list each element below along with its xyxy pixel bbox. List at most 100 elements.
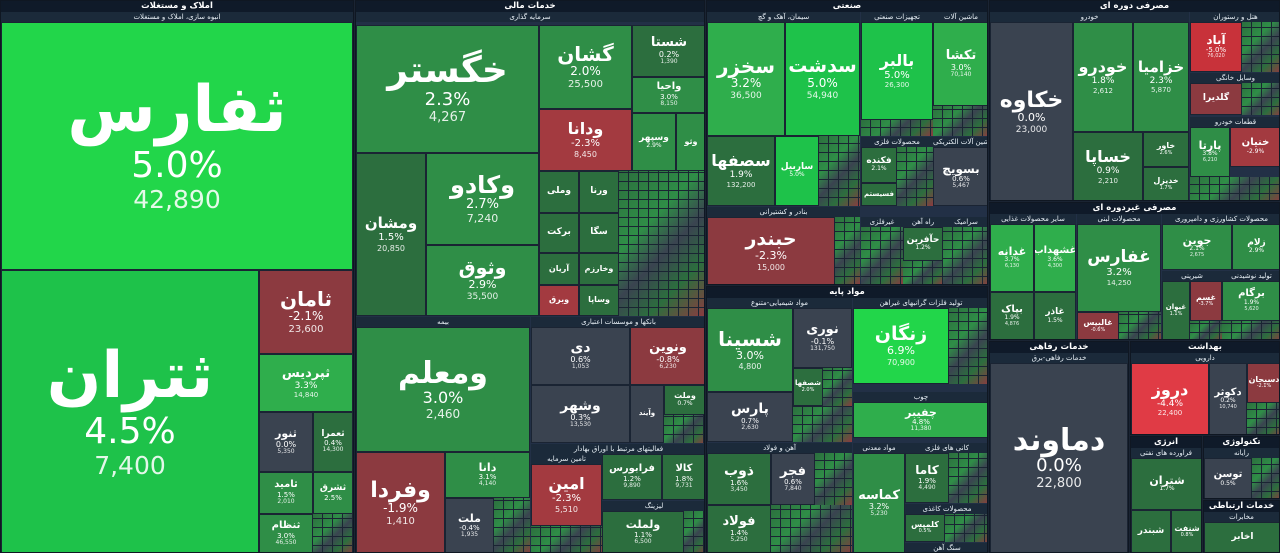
tile-vadana[interactable]: ودانا -2.3% 8,450 [539, 109, 632, 171]
tile-ghazar[interactable]: غاذر 1.5% [1034, 292, 1076, 339]
tile-ghabis[interactable]: غالبیس -0.6% [1077, 312, 1119, 339]
tile-vkharazm[interactable]: وخارزم [579, 253, 619, 285]
tile-fkhaneh[interactable]: فکنده 2.1% [861, 147, 897, 183]
tile-saman[interactable]: ثامان -2.1% 23,600 [259, 270, 353, 354]
sector-communication: خدمات ارتباطی مخابرات اخابر [1203, 500, 1280, 553]
subsector-title: هتل و رستوران [1190, 12, 1279, 22]
tile-pars[interactable]: پارس 0.7% 2,630 [707, 392, 793, 442]
tile-sanoor[interactable]: ثنور 0.0% 5,350 [259, 412, 313, 472]
tile-khenian[interactable]: خنیان -2.9% [1230, 127, 1279, 167]
tile-sefars[interactable]: ثفارس 5.0% 42,890 [1, 22, 353, 270]
tile-balber[interactable]: بالبر 5.0% 26,300 [861, 22, 933, 120]
tile-bpak[interactable]: بپاک 1.9% 4,876 [990, 292, 1034, 339]
tile-vshahr[interactable]: وشهر 0.3% 13,530 [531, 385, 630, 443]
tile-noori[interactable]: نوری -0.1% 131,750 [793, 308, 852, 368]
tile-bsavich[interactable]: بسویچ 0.6% 5,467 [933, 147, 987, 206]
tile-toosan[interactable]: توسن 0.5% [1204, 458, 1252, 498]
change-pct: 2.3% [424, 89, 471, 111]
tile-zengan[interactable]: زنگان 6.9% 70,900 [853, 308, 949, 384]
tile-shetran[interactable]: شتران 1.7% [1131, 458, 1201, 510]
tile-vmoalem[interactable]: ومعلم 3.0% 2,460 [356, 327, 530, 452]
tile-faraboors[interactable]: فرابورس 1.2% 9,890 [602, 454, 662, 500]
tile-vfarda[interactable]: وفردا -1.9% 1,410 [356, 452, 445, 552]
tile-abad[interactable]: آباد -5.0% 76,020 [1190, 22, 1242, 72]
tile-vnovin[interactable]: ونوین -0.8% 6,230 [630, 327, 704, 385]
tile-chaghir[interactable]: چفیبر 4.8% 11,380 [853, 402, 987, 438]
tile-damavand[interactable]: دماوند 0.0% 22,800 [990, 363, 1128, 552]
tile-kala[interactable]: کالا 1.8% 9,731 [662, 454, 704, 500]
tile-khakaveh[interactable]: خکاوه 0.0% 23,000 [990, 22, 1073, 200]
tile-vsapa[interactable]: وساپا [579, 285, 619, 316]
tile-kama[interactable]: کاما 1.9% 4,490 [905, 453, 949, 503]
tile-amin[interactable]: امین -2.3% 5,510 [531, 464, 602, 526]
tile-kamase[interactable]: کماسه 3.2% 5,230 [853, 453, 905, 552]
subsector-title: محصولات کاغذی [905, 504, 987, 514]
tile-hebandar[interactable]: حبندر -2.3% 15,000 [707, 217, 835, 284]
tile-akhaber[interactable]: اخابر [1204, 522, 1279, 552]
tile-khavar[interactable]: خاور 2.6% [1143, 132, 1189, 167]
tile-ghashahdab[interactable]: غشهداب 3.6% 4,300 [1034, 224, 1076, 292]
tile-zob[interactable]: ذوب 1.6% 3,450 [707, 453, 771, 505]
tile-sakhazar[interactable]: سخزر 3.2% 36,500 [707, 22, 785, 136]
tile-khasapa[interactable]: خساپا 0.9% 2,210 [1073, 132, 1143, 200]
tile-khazamia[interactable]: خزامیا 2.3% 5,870 [1133, 22, 1189, 132]
tile-desobhan[interactable]: دسبحان -2.1% [1247, 363, 1279, 403]
tile-samid[interactable]: ثامید 1.5% 2,010 [259, 472, 313, 514]
tile-vmelli[interactable]: وملی [539, 171, 579, 213]
tile-vayand[interactable]: وآیند [630, 385, 664, 443]
tile-dana[interactable]: دانا 3.1% 4,140 [445, 452, 530, 498]
tile-vbirq[interactable]: وبرق [539, 285, 579, 316]
tile-berkat[interactable]: برکت [539, 213, 579, 253]
tile-sanzam[interactable]: ثنظام 3.0% 46,550 [259, 514, 313, 552]
tile-parta[interactable]: پارتا 3.8% 6,210 [1190, 127, 1230, 177]
tile-shesafa[interactable]: شصفها 2.0% [793, 368, 823, 406]
tile-bargam[interactable]: برگام 1.9% 5,620 [1222, 281, 1279, 321]
tile-vmashan[interactable]: ومشان 1.5% 20,850 [356, 153, 426, 316]
tile-vsoq[interactable]: وثوق 2.9% 35,500 [426, 245, 539, 316]
tile-foolad[interactable]: فولاد 1.4% 5,250 [707, 505, 771, 552]
tile-vlmelat[interactable]: ولملت 1.1% 6,500 [602, 511, 684, 552]
tile-tekasha[interactable]: تکشا 3.0% 70,140 [933, 22, 987, 106]
tile-drooz[interactable]: دروز -4.4% 22,400 [1131, 363, 1209, 434]
tile-fsistem[interactable]: فسیستم [861, 183, 897, 206]
tile-joein[interactable]: جوین 2.1% 2,675 [1162, 224, 1232, 270]
tile-ghasam[interactable]: غسم -3.7% [1190, 281, 1222, 321]
tile-fajr[interactable]: فجر 0.6% 7,840 [771, 453, 815, 505]
tile-arian[interactable]: آریان [539, 253, 579, 285]
tile-malt[interactable]: ملت -0.4% 1,935 [445, 498, 494, 552]
tile-sarbil[interactable]: ساربیل 5.0% [775, 136, 819, 206]
tile-samra[interactable]: ثعمرا 0.4% 14,300 [313, 412, 353, 472]
tile-hafarin[interactable]: حآفرین 1.2% [903, 227, 943, 261]
symbol: خاور [1156, 141, 1176, 151]
tile-shesina[interactable]: شسینا 3.0% 4,800 [707, 308, 793, 392]
tile-dey[interactable]: دی 0.6% 1,053 [531, 327, 630, 385]
tile-shenaft[interactable]: شبندر [1131, 510, 1171, 552]
tile-khdizel[interactable]: خدیزل 1.7% [1143, 167, 1189, 200]
tile-sotran[interactable]: ثتران 4.5% 7,400 [1, 270, 259, 552]
tile-khegostar[interactable]: خگستر 2.3% 4,267 [356, 25, 539, 153]
tile-vesto[interactable]: وثو [676, 113, 704, 171]
tile-khodro[interactable]: خودرو 1.8% 2,612 [1073, 22, 1133, 132]
tile-separdis[interactable]: ثپردیس 3.3% 14,840 [259, 354, 353, 412]
tile-vrena[interactable]: ورنا [579, 171, 619, 213]
tile-segha[interactable]: سگا [579, 213, 619, 253]
tile-shesta[interactable]: شستا 0.2% 1,390 [632, 25, 704, 77]
tile-gheyvan[interactable]: غیوان 1.1% [1162, 281, 1190, 339]
tile-sasefha[interactable]: سصفها 1.9% 132,200 [707, 136, 775, 206]
price: 14,840 [293, 390, 319, 399]
tile-vkado[interactable]: وکادو 2.7% 7,240 [426, 153, 539, 245]
tile-gshan[interactable]: گشان 2.0% 25,500 [539, 25, 632, 109]
tile-shesnav[interactable]: شنفت 0.8% [1171, 510, 1201, 552]
tile-shargh[interactable]: ثشرق 2.5% [313, 472, 353, 514]
tile-kalmis[interactable]: کلمیس 0.5% [905, 514, 945, 542]
tile-dkoter[interactable]: دکوثر 0.2% 10,740 [1209, 363, 1247, 434]
tile-golderia[interactable]: گلدیرا [1190, 83, 1242, 115]
tile-vasepahr[interactable]: وسپهر 2.9% [632, 113, 676, 171]
tile-ghazaneh[interactable]: غدانه 3.7% 6,130 [990, 224, 1034, 292]
tile-vmelat[interactable]: وملت 0.7% [664, 385, 704, 415]
tile-sadasht[interactable]: سدشت 5.0% 54,940 [785, 22, 860, 136]
price: 132,200 [726, 180, 756, 189]
tile-zelam[interactable]: زلام 2.9% [1232, 224, 1279, 270]
tile-ghafars[interactable]: غفارس 3.2% 14,250 [1077, 224, 1161, 312]
tile-vahya[interactable]: واحیا 3.0% 8,150 [632, 77, 704, 113]
